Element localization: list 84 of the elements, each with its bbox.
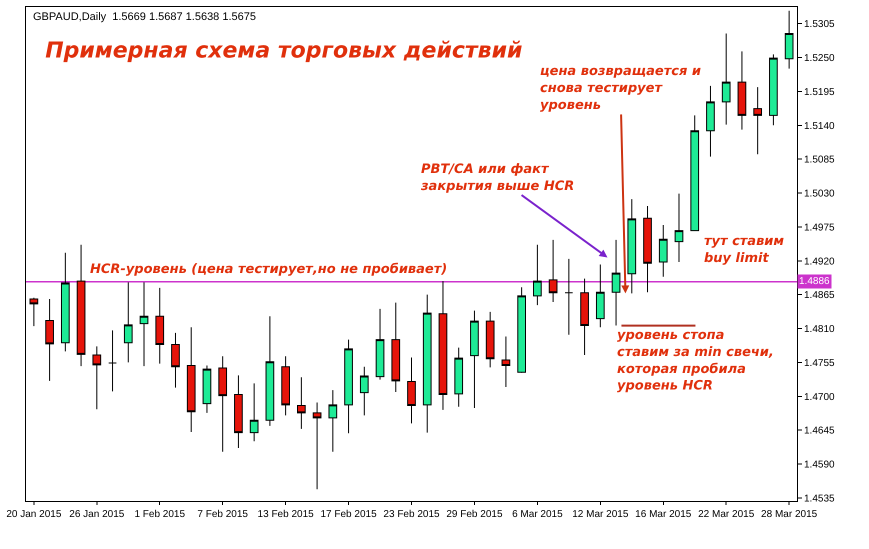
candlestick — [60, 252, 70, 352]
candlestick — [738, 50, 746, 130]
x-tick-label: 12 Mar 2015 — [572, 509, 629, 520]
candlestick — [76, 244, 86, 367]
x-tick-label: 13 Feb 2015 — [258, 509, 314, 520]
candlestick — [658, 224, 668, 278]
candlestick — [407, 356, 416, 424]
x-tick-label: 29 Feb 2015 — [446, 509, 503, 520]
candlestick — [784, 10, 794, 70]
x-tick-label: 17 Feb 2015 — [320, 509, 378, 520]
y-tick-label: 1.5250 — [804, 53, 836, 64]
candlestick — [266, 316, 274, 426]
y-tick-label: 1.5030 — [804, 188, 836, 200]
y-tick-label: 1.5305 — [804, 19, 836, 30]
candlestick — [502, 336, 510, 388]
candlestick — [376, 308, 384, 380]
candlestick — [643, 205, 652, 293]
ref-line-label: 1.4886 — [799, 276, 830, 287]
candlestick — [45, 298, 54, 382]
annotation: уровень стопа ставим за min свечи, которая пробила уровень HCR — [617, 328, 774, 394]
candlestick — [690, 114, 700, 232]
candlestick — [769, 54, 778, 126]
y-tick-label: 1.4810 — [804, 324, 836, 336]
candlestick — [155, 287, 164, 364]
candlestick — [674, 193, 684, 263]
candlestick — [297, 376, 306, 430]
y-tick-label: 1.4865 — [804, 290, 836, 302]
x-tick-label: 6 Mar 2015 — [512, 509, 564, 520]
annotation: GBPAUD,Daily 1.5669 1.5687 1.5638 1.5675 — [33, 11, 256, 23]
candlestick — [250, 382, 259, 442]
y-tick-label: 1.5085 — [804, 154, 836, 166]
candlestick — [486, 311, 495, 368]
candlestick — [438, 280, 448, 410]
y-tick-label: 1.4975 — [804, 222, 836, 234]
candlestick — [186, 326, 196, 433]
annotation: тут ставим buy limit — [704, 234, 784, 266]
text: Примерная схема торговых действий — [45, 38, 522, 64]
y-tick-label: 1.5140 — [804, 120, 836, 132]
candlestick — [234, 374, 243, 449]
y-tick-label: 1.5195 — [804, 86, 836, 98]
candlestick — [564, 258, 574, 336]
candlestick — [596, 264, 605, 328]
y-tick-label: 1.4535 — [804, 493, 836, 504]
x-tick-label: 26 Jan 2015 — [69, 509, 125, 520]
candlestick — [202, 364, 212, 414]
candlestick — [422, 294, 432, 434]
x-tick-label: 7 Feb 2015 — [197, 509, 248, 520]
candlestick — [92, 346, 102, 410]
annotation: HCR-уровень (цена тестирует,но не пробивает) — [90, 262, 448, 277]
x-tick-label: 20 Jan 2015 — [6, 509, 62, 520]
candlestick — [470, 310, 479, 408]
candlestick — [30, 297, 38, 327]
candlestick — [533, 244, 542, 306]
y-tick-label: 1.4920 — [804, 256, 836, 268]
candlestick — [612, 239, 620, 326]
candlestick — [124, 282, 133, 363]
y-tick-label: 1.4755 — [804, 358, 836, 369]
candlestick — [344, 339, 353, 434]
candlestick — [218, 356, 228, 452]
candlestick — [328, 390, 338, 452]
y-tick-label: 1.4590 — [804, 460, 836, 471]
candlestick — [706, 85, 715, 158]
x-tick-label: 28 Mar 2015 — [761, 509, 818, 520]
annotation: PBT/CA или факт закрытия выше HCR — [420, 162, 574, 194]
annotation: цена возвращается и снова тестирует уровень — [540, 64, 701, 113]
candlestick — [391, 302, 400, 392]
candlestick — [108, 330, 117, 392]
candlestick — [517, 286, 526, 374]
candlestick — [171, 332, 180, 388]
candlestick — [281, 356, 290, 416]
x-tick-label: 22 Mar 2015 — [698, 509, 755, 520]
x-tick-label: 1 Feb 2015 — [134, 509, 186, 520]
candlestick — [454, 347, 464, 408]
candlestick — [312, 402, 322, 490]
candlestick — [580, 278, 589, 356]
candlestick — [722, 32, 731, 126]
y-tick-label: 1.4645 — [804, 426, 836, 437]
y-tick-label: 1.4700 — [804, 392, 836, 403]
candlestick — [360, 366, 369, 416]
candlestick — [753, 86, 762, 155]
candlestick — [548, 239, 558, 303]
candlestick — [140, 282, 148, 367]
x-tick-label: 16 Mar 2015 — [635, 509, 692, 520]
x-tick-label: 23 Feb 2015 — [383, 509, 440, 520]
